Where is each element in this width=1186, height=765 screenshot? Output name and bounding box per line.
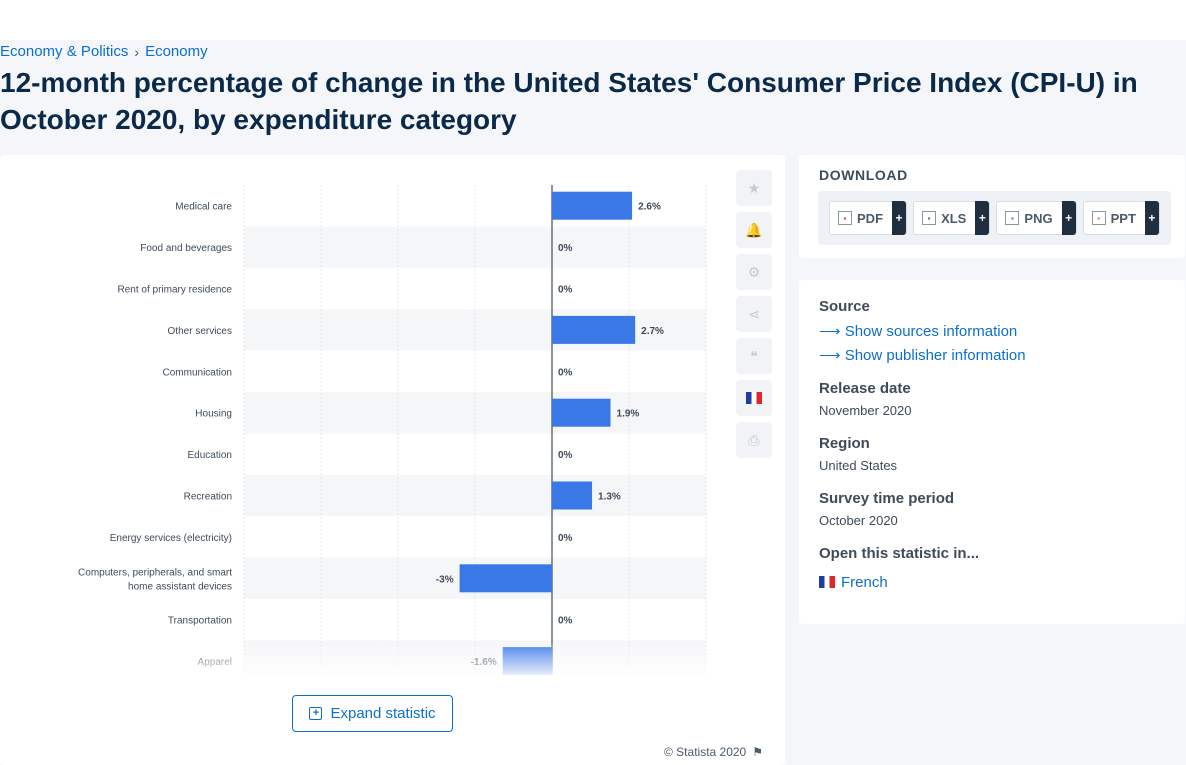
bar <box>460 564 552 592</box>
download-heading: DOWNLOAD <box>819 167 908 183</box>
category-label: Energy services (electricity) <box>110 533 232 544</box>
category-label-line: Transportation <box>168 616 232 627</box>
category-label-line: Medical care <box>175 202 232 213</box>
value-label: -3% <box>436 574 454 585</box>
category-label-line: Communication <box>163 367 232 378</box>
region-value: United States <box>819 458 897 473</box>
category-label: Rent of primary residence <box>118 285 233 296</box>
png-label: PNG <box>1024 211 1052 226</box>
category-label-line: Housing <box>195 409 232 420</box>
pdf-plus: + <box>892 201 906 235</box>
arrow-right-icon: ⟶ <box>819 323 841 340</box>
share-icon[interactable]: ⋖ <box>736 296 772 332</box>
category-label: Housing <box>195 409 232 420</box>
breadcrumb-economy-politics[interactable]: Economy & Politics <box>0 43 128 60</box>
category-label: Recreation <box>184 492 232 503</box>
xls-plus: + <box>975 201 989 235</box>
ppt-label: PPT <box>1111 211 1136 226</box>
flag-report-icon[interactable]: ⚑ <box>752 745 763 759</box>
copyright-text: © Statista 2020 <box>664 745 746 759</box>
plus-icon: + <box>309 707 322 720</box>
french-flag-icon <box>819 576 835 588</box>
pdf-label: PDF <box>857 211 883 226</box>
category-label-line: Computers, peripherals, and smart <box>78 567 232 578</box>
category-label-line: Other services <box>168 326 232 337</box>
gear-icon[interactable]: ⚙ <box>736 254 772 290</box>
region-label: Region <box>819 435 870 452</box>
value-label: 0% <box>558 243 573 254</box>
xls-file-icon: ▪ <box>922 211 936 225</box>
arrow-right-icon: ⟶ <box>819 347 841 364</box>
category-label: Other services <box>168 326 232 337</box>
breadcrumb-economy[interactable]: Economy <box>145 43 208 60</box>
bar <box>552 482 592 510</box>
chart-tools: ★ 🔔 ⚙ ⋖ ❝ ⎙ <box>736 170 772 458</box>
pdf-file-icon: ▪ <box>838 211 852 225</box>
show-publisher-text: Show publisher information <box>845 347 1026 364</box>
ppt-file-icon: ▪ <box>1092 211 1106 225</box>
category-label: Communication <box>163 367 232 378</box>
xls-label: XLS <box>941 211 966 226</box>
download-card: DOWNLOAD ▪ PDF + ▪ XLS + ▪ PNG + ▪ PPT + <box>799 155 1185 258</box>
bar <box>552 399 611 427</box>
quote-icon[interactable]: ❝ <box>736 338 772 374</box>
open-in-label: Open this statistic in... <box>819 545 979 562</box>
survey-period-label: Survey time period <box>819 490 954 507</box>
download-png-button[interactable]: ▪ PNG + <box>996 201 1076 235</box>
value-label: 1.9% <box>617 409 640 420</box>
value-label: 0% <box>558 367 573 378</box>
value-label: 2.6% <box>638 202 661 213</box>
category-label: Food and beverages <box>140 243 232 254</box>
release-date-label: Release date <box>819 380 911 397</box>
show-publisher-link[interactable]: ⟶ Show publisher information <box>819 346 1026 364</box>
category-label-line: Food and beverages <box>140 243 232 254</box>
category-label-line: home assistant devices <box>128 581 232 592</box>
star-icon[interactable]: ★ <box>736 170 772 206</box>
category-label-line: Education <box>188 450 232 461</box>
value-label: 1.3% <box>598 492 621 503</box>
category-label-line: Energy services (electricity) <box>110 533 232 544</box>
breadcrumb: Economy & Politics › Economy <box>0 43 208 60</box>
category-label-line: Rent of primary residence <box>118 285 233 296</box>
category-label: Computers, peripherals, and smart home as… <box>78 567 232 592</box>
chart-card: Medical care 2.6% Food and beverages 0% Rent… <box>0 155 785 765</box>
chart-fade-overlay <box>0 640 785 680</box>
page-title: 12-month percentage of change in the Uni… <box>0 64 1150 138</box>
french-flag-icon[interactable] <box>736 380 772 416</box>
bar <box>552 192 632 220</box>
value-label: 0% <box>558 285 573 296</box>
value-label: 2.7% <box>641 326 664 337</box>
open-in-french-link[interactable]: French <box>819 574 888 591</box>
expand-statistic-label: Expand statistic <box>330 705 435 722</box>
png-plus: + <box>1062 201 1076 235</box>
value-label: 0% <box>558 450 573 461</box>
download-ppt-button[interactable]: ▪ PPT + <box>1083 201 1160 235</box>
category-label-line: Recreation <box>184 492 232 503</box>
show-sources-text: Show sources information <box>845 323 1018 340</box>
download-xls-button[interactable]: ▪ XLS + <box>913 201 990 235</box>
bar <box>552 316 635 344</box>
copyright: © Statista 2020 ⚑ <box>664 745 763 759</box>
print-icon[interactable]: ⎙ <box>736 422 772 458</box>
survey-period-value: October 2020 <box>819 513 898 528</box>
source-label: Source <box>819 298 870 315</box>
category-label: Medical care <box>175 202 232 213</box>
value-label: 0% <box>558 533 573 544</box>
top-bar <box>0 0 1186 40</box>
bell-icon[interactable]: 🔔 <box>736 212 772 248</box>
expand-statistic-button[interactable]: + Expand statistic <box>292 695 453 732</box>
open-in-french-text: French <box>841 574 888 591</box>
download-pdf-button[interactable]: ▪ PDF + <box>829 201 907 235</box>
category-label: Transportation <box>168 616 232 627</box>
download-buttons: ▪ PDF + ▪ XLS + ▪ PNG + ▪ PPT + <box>818 191 1171 245</box>
ppt-plus: + <box>1145 201 1159 235</box>
value-label: 0% <box>558 616 573 627</box>
bar-chart: Medical care 2.6% Food and beverages 0% Rent… <box>0 155 785 675</box>
release-date-value: November 2020 <box>819 403 912 418</box>
breadcrumb-separator: › <box>134 44 139 60</box>
png-file-icon: ▪ <box>1005 211 1019 225</box>
category-label: Education <box>188 450 232 461</box>
statistic-info-card: Source ⟶ Show sources information ⟶ Show… <box>799 280 1185 624</box>
show-sources-link[interactable]: ⟶ Show sources information <box>819 322 1017 340</box>
